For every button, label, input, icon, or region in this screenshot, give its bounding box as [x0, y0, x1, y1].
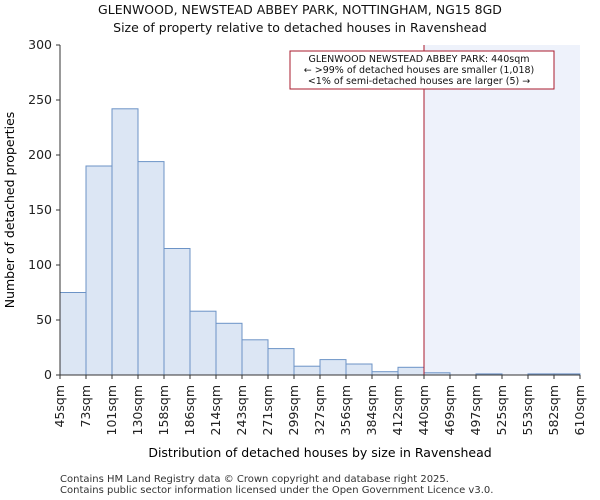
x-tick-label: 327sqm	[312, 385, 327, 435]
x-tick-label: 553sqm	[520, 385, 535, 435]
annotation-frame	[289, 50, 555, 90]
bar-214sqm	[215, 322, 243, 376]
x-tick-label: 299sqm	[286, 385, 301, 435]
y-axis-label: Number of detached properties	[2, 112, 17, 309]
annotation-line: <1% of semi-detached houses are larger (…	[308, 76, 530, 87]
x-tick-label: 384sqm	[364, 385, 379, 435]
y-tick-label: 300	[28, 37, 52, 52]
x-tick-label: 356sqm	[338, 385, 353, 435]
bar-412sqm	[397, 366, 425, 376]
chart-subtitle: Size of property relative to detached ho…	[113, 20, 487, 35]
bar-271sqm	[267, 348, 295, 376]
x-tick-label: 412sqm	[390, 385, 405, 435]
annotation-box: GLENWOOD NEWSTEAD ABBEY PARK: 440sqm← >9…	[289, 50, 555, 90]
x-tick-label: 497sqm	[468, 385, 483, 435]
footer-line-2: Contains public sector information licen…	[60, 485, 494, 496]
x-tick-label: 525sqm	[494, 385, 509, 435]
bar-130sqm	[137, 161, 165, 376]
y-tick-label: 100	[28, 257, 52, 272]
x-tick-label: 73sqm	[78, 385, 93, 428]
y-tick-label: 0	[44, 367, 52, 382]
annotation-line: ← >99% of detached houses are smaller (1…	[304, 65, 535, 76]
x-tick-label: 186sqm	[182, 385, 197, 435]
bar-327sqm	[319, 359, 347, 376]
x-tick-label: 214sqm	[208, 385, 223, 435]
x-tick-label: 101sqm	[104, 385, 119, 435]
x-tick-label: 469sqm	[442, 385, 457, 435]
x-tick-label: 243sqm	[234, 385, 249, 435]
y-tick-label: 200	[28, 147, 52, 162]
bar-158sqm	[163, 248, 191, 376]
x-tick-label: 45sqm	[52, 385, 67, 428]
y-tick-label: 50	[36, 312, 52, 327]
x-tick-label: 130sqm	[130, 385, 145, 435]
x-axis-label: Distribution of detached houses by size …	[148, 445, 491, 460]
bar-73sqm	[85, 165, 113, 376]
y-tick-label: 250	[28, 92, 52, 107]
x-tick-label: 158sqm	[156, 385, 171, 435]
chart-title: GLENWOOD, NEWSTEAD ABBEY PARK, NOTTINGHA…	[98, 2, 502, 17]
bar-299sqm	[293, 365, 321, 376]
axes-group: 0 50 100 150 200 250 300 45sqm 73sqm 101sqm 130sqm…	[28, 37, 587, 435]
x-tick-label: 582sqm	[546, 385, 561, 435]
annotation-line: GLENWOOD NEWSTEAD ABBEY PARK: 440sqm	[308, 54, 529, 65]
x-tick-label: 440sqm	[416, 385, 431, 435]
bar-186sqm	[189, 310, 217, 376]
bar-101sqm	[111, 108, 139, 376]
bar-243sqm	[241, 339, 269, 376]
y-tick-label: 150	[28, 202, 52, 217]
footer-line-1: Contains HM Land Registry data © Crown c…	[60, 474, 449, 485]
highlight-region	[424, 45, 580, 375]
x-tick-label: 271sqm	[260, 385, 275, 435]
bar-356sqm	[345, 363, 373, 376]
x-tick-label: 610sqm	[572, 385, 587, 435]
bar-45sqm	[59, 292, 87, 376]
bars-group	[59, 108, 581, 376]
